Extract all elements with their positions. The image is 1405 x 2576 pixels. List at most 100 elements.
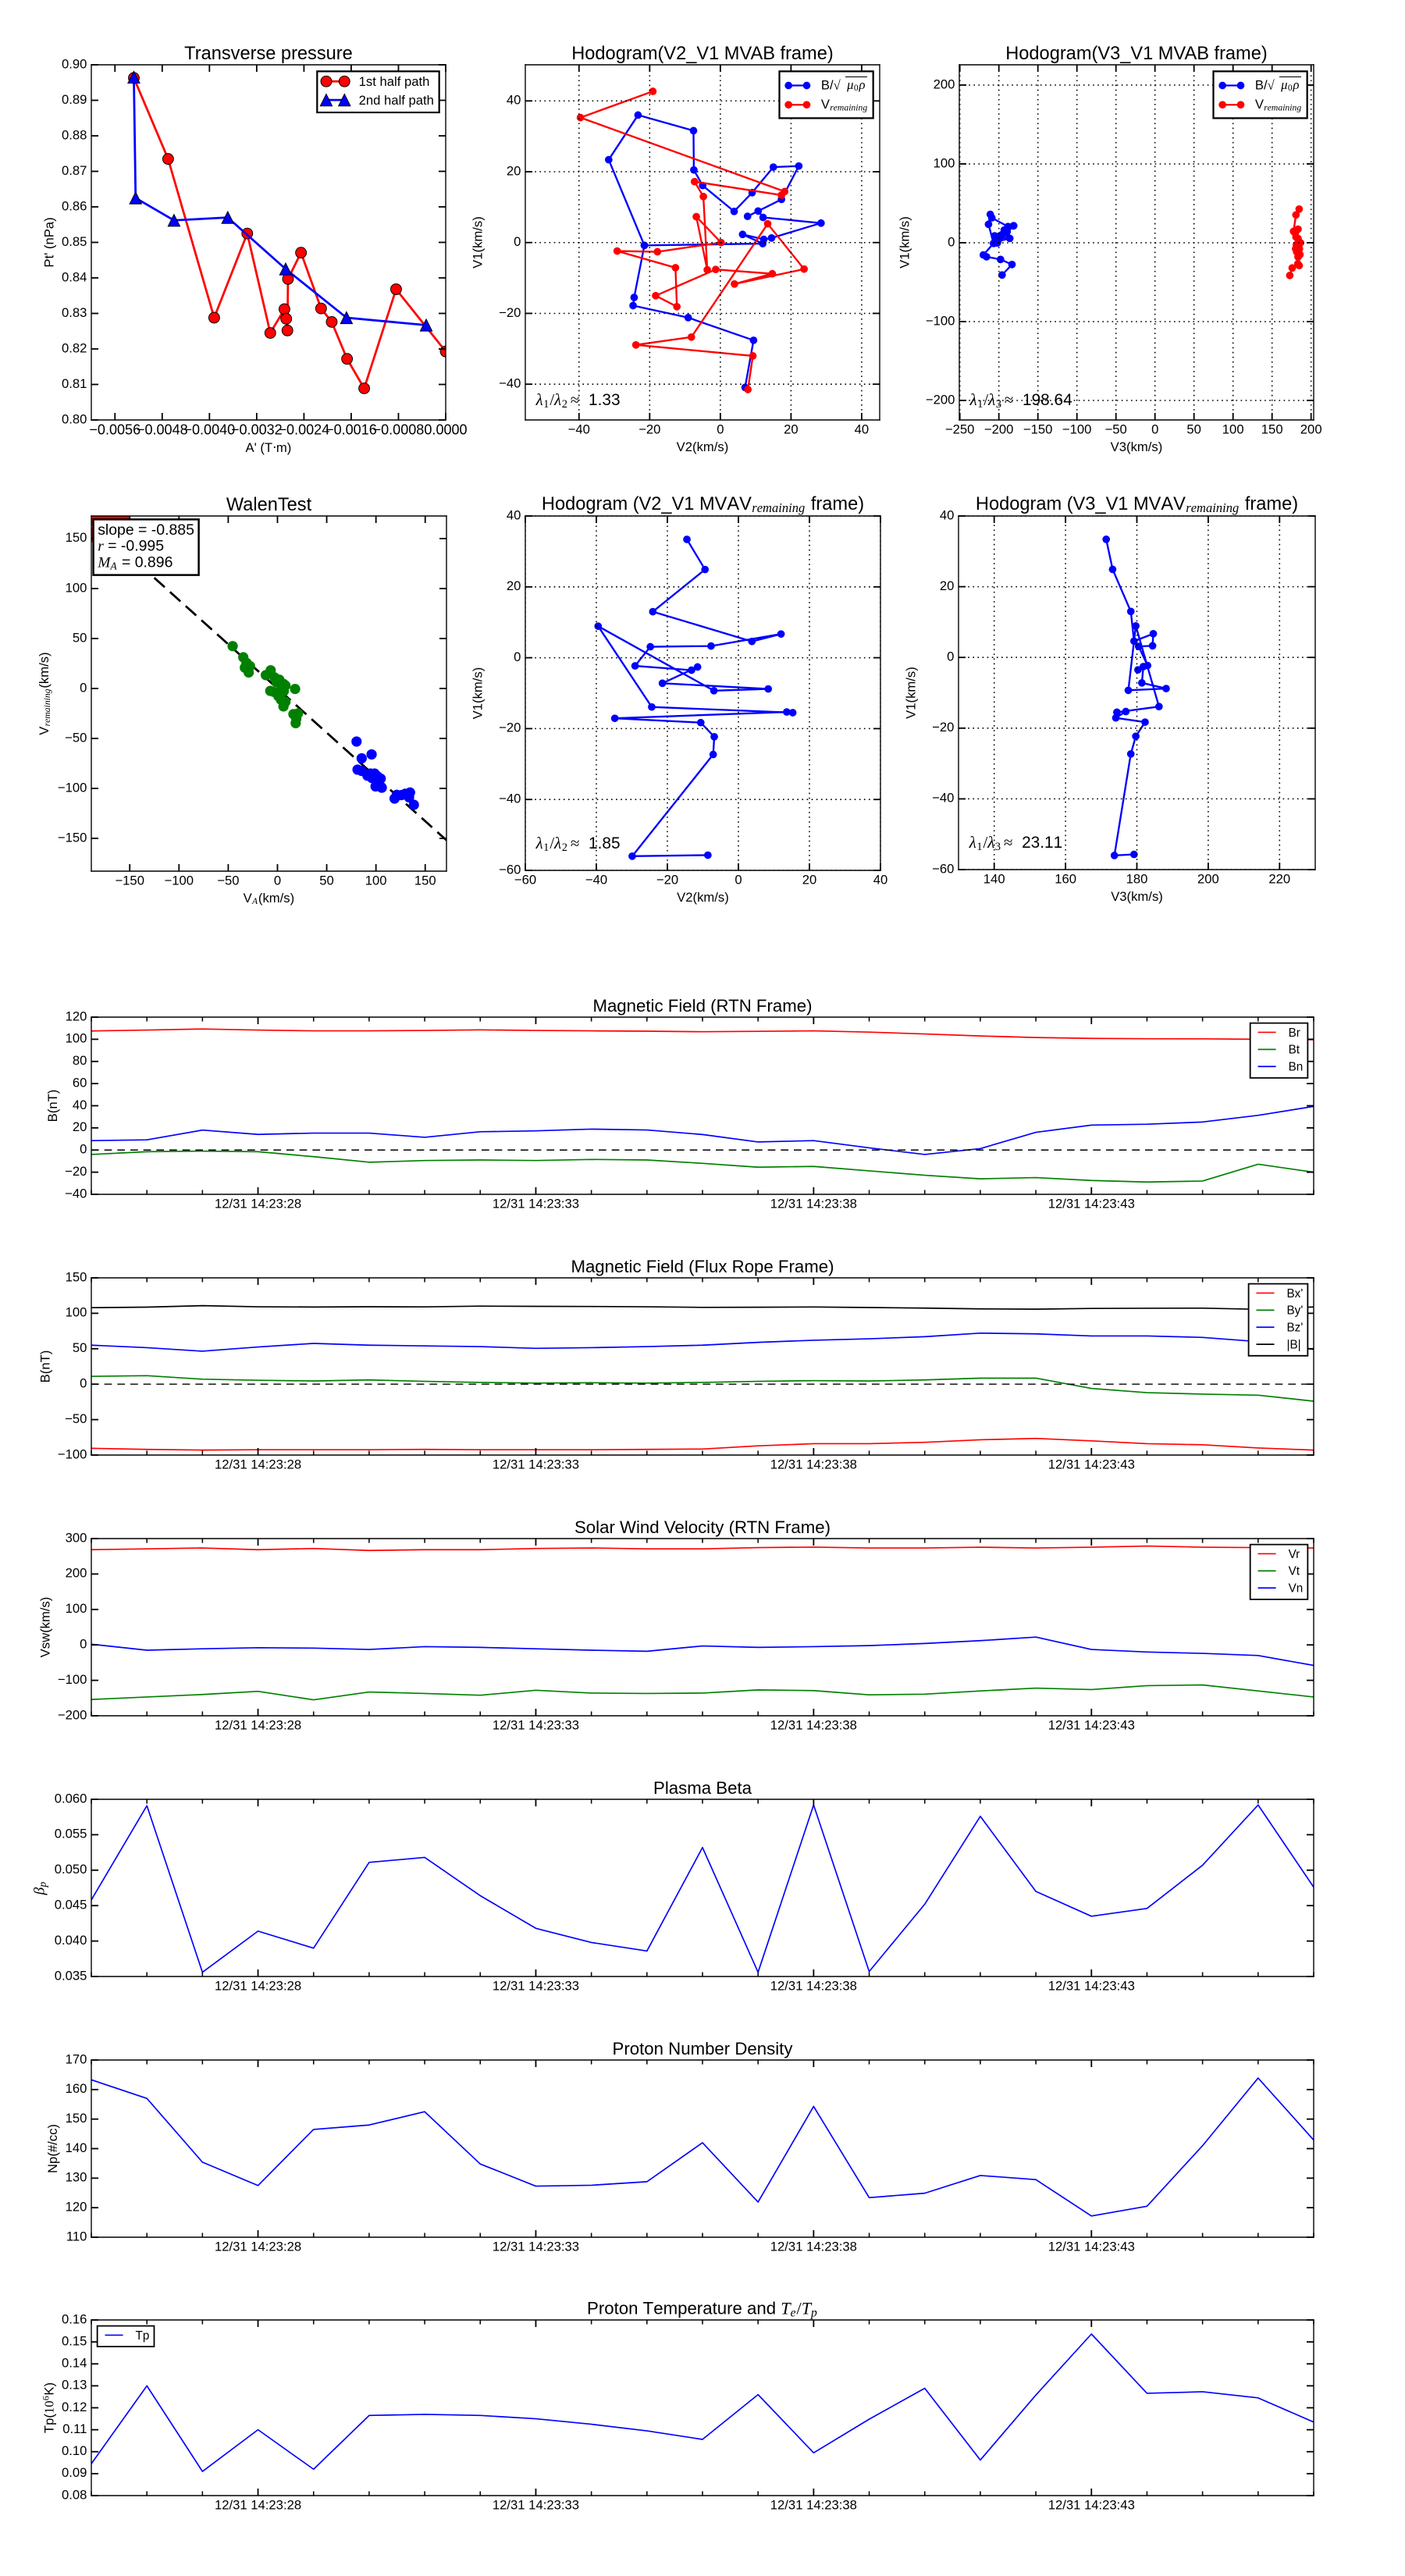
svg-text:12/31 14:23:28: 12/31 14:23:28: [215, 1457, 301, 1472]
svg-text:220: 220: [1268, 872, 1290, 887]
svg-text:Bz': Bz': [1287, 1322, 1304, 1335]
svg-text:0.050: 0.050: [55, 1862, 87, 1877]
svg-text:40: 40: [73, 1098, 87, 1112]
svg-text:Proton Number Density: Proton Number Density: [613, 2039, 794, 2058]
svg-text:12/31 14:23:28: 12/31 14:23:28: [215, 1718, 301, 1733]
svg-text:300: 300: [66, 1530, 87, 1545]
svg-text:M A =: M A = 0 . 8 9 6: [97, 552, 173, 574]
svg-text:0.09: 0.09: [62, 2465, 87, 2480]
svg-text:T p ( K: T p ( K ) 1 0 6: [38, 2378, 58, 2433]
svg-text:−150: −150: [58, 830, 87, 845]
svg-text:−0.0048: −0.0048: [137, 422, 188, 438]
svg-text:0: 0: [80, 1637, 87, 1652]
svg-text:slope = -0.885: slope = -0.885: [98, 521, 194, 539]
svg-text:0.90: 0.90: [62, 56, 87, 71]
svg-text:V ( k m: V ( k m / s ) A: [244, 887, 300, 906]
svg-text:0.83: 0.83: [62, 305, 87, 320]
svg-text:2nd half path: 2nd half path: [359, 93, 434, 108]
svg-text:Solar Wind Velocity (RTN Frame: Solar Wind Velocity (RTN Frame): [574, 1517, 831, 1537]
svg-text:Tp: Tp: [136, 2329, 150, 2343]
svg-text:Vn: Vn: [1289, 1582, 1304, 1596]
svg-text:120: 120: [66, 1009, 87, 1023]
svg-text:200: 200: [66, 1566, 87, 1581]
svg-text:By': By': [1287, 1304, 1304, 1318]
svg-text:−200: −200: [926, 392, 955, 407]
svg-text:0.15: 0.15: [62, 2333, 87, 2348]
svg-text:H o d o: H o d o g r a m ( V 3 _ V 1 M V A V f r …: [976, 494, 1303, 516]
svg-text:0.08: 0.08: [62, 2487, 87, 2502]
svg-text:50: 50: [73, 630, 87, 645]
svg-text:V1(km/s): V1(km/s): [897, 216, 912, 269]
svg-text:−20: −20: [65, 1164, 87, 1179]
svg-text:100: 100: [66, 1601, 87, 1616]
svg-text:0.060: 0.060: [55, 1791, 87, 1806]
svg-text:100: 100: [66, 1031, 87, 1046]
svg-text:V2(km/s): V2(km/s): [677, 439, 729, 454]
svg-text:12/31 14:23:28: 12/31 14:23:28: [215, 1979, 301, 1994]
svg-text:20: 20: [802, 873, 817, 888]
svg-text:−50: −50: [65, 1411, 87, 1426]
svg-text:−0.0024: −0.0024: [279, 422, 330, 438]
svg-text:0.86: 0.86: [62, 198, 87, 213]
svg-text:−100: −100: [165, 873, 194, 888]
svg-text:170: 170: [66, 2051, 87, 2066]
svg-text:150: 150: [66, 2111, 87, 2126]
svg-text:B(nT): B(nT): [38, 1350, 53, 1383]
svg-text:−0.0016: −0.0016: [325, 422, 377, 438]
svg-text:100: 100: [66, 580, 87, 595]
svg-text:−200: −200: [984, 422, 1014, 437]
svg-text:Vt: Vt: [1289, 1565, 1300, 1578]
svg-text:λ λ 1 3: λ λ 1 3 / ≈ 1 9 8 . 6 4: [969, 390, 1072, 411]
svg-text:Vsw(km/s): Vsw(km/s): [38, 1597, 53, 1658]
svg-text:0.045: 0.045: [55, 1898, 87, 1912]
svg-text:H o d o: H o d o g r a m ( V 2 _ V 1 M V A V f r …: [542, 494, 869, 516]
svg-text:Magnetic Field (RTN Frame): Magnetic Field (RTN Frame): [592, 996, 812, 1016]
svg-text:−100: −100: [1062, 422, 1092, 437]
svg-text:−50: −50: [217, 873, 239, 888]
svg-text:40: 40: [873, 873, 888, 888]
svg-text:50: 50: [319, 873, 334, 888]
svg-text:−100: −100: [58, 1446, 87, 1461]
svg-text:0.81: 0.81: [62, 376, 87, 391]
svg-text:20: 20: [784, 422, 799, 437]
svg-text:A ' (: A ' ( T m ) ⋅: [246, 436, 297, 456]
svg-text:|B|: |B|: [1287, 1338, 1301, 1351]
svg-text:0.10: 0.10: [62, 2443, 87, 2458]
svg-text:160: 160: [1055, 872, 1076, 887]
svg-text:50: 50: [73, 1340, 87, 1355]
svg-text:−20: −20: [638, 422, 660, 437]
svg-text:Plasma Beta: Plasma Beta: [653, 1778, 752, 1798]
svg-text:−60: −60: [514, 873, 536, 888]
svg-text:12/31 14:23:43: 12/31 14:23:43: [1048, 1457, 1135, 1472]
svg-text:Br: Br: [1289, 1026, 1300, 1040]
svg-text:Bt: Bt: [1289, 1044, 1300, 1057]
svg-text:1st half path: 1st half path: [359, 74, 430, 89]
svg-text:12/31 14:23:43: 12/31 14:23:43: [1048, 2240, 1135, 2254]
svg-text:0: 0: [735, 873, 742, 888]
svg-text:Bx': Bx': [1287, 1287, 1304, 1300]
svg-text:0.12: 0.12: [62, 2400, 87, 2414]
svg-text:−0.0040: −0.0040: [183, 422, 235, 438]
svg-text:−50: −50: [65, 730, 87, 745]
svg-text:200: 200: [1300, 422, 1322, 437]
svg-text:0.035: 0.035: [55, 1968, 87, 1983]
svg-text:12/31 14:23:43: 12/31 14:23:43: [1048, 1979, 1135, 1994]
svg-text:−0.0032: −0.0032: [231, 422, 283, 438]
svg-text:Bn: Bn: [1289, 1061, 1304, 1074]
svg-text:100: 100: [1222, 422, 1244, 437]
svg-text:Magnetic Field (Flux Rope Fram: Magnetic Field (Flux Rope Frame): [571, 1257, 834, 1276]
svg-text:0: 0: [274, 873, 281, 888]
svg-text:12/31 14:23:38: 12/31 14:23:38: [770, 1197, 857, 1212]
svg-text:−150: −150: [1023, 422, 1053, 437]
svg-text:−40: −40: [65, 1186, 87, 1201]
svg-text:0.88: 0.88: [62, 127, 87, 142]
svg-text:−100: −100: [58, 1672, 87, 1687]
svg-text:0.14: 0.14: [62, 2356, 87, 2371]
svg-text:12/31 14:23:33: 12/31 14:23:33: [493, 1197, 579, 1212]
svg-text:12/31 14:23:43: 12/31 14:23:43: [1048, 1718, 1135, 1733]
svg-text:V2(km/s): V2(km/s): [677, 890, 729, 905]
svg-text:140: 140: [66, 2140, 87, 2155]
svg-text:Transverse pressure: Transverse pressure: [184, 44, 353, 64]
svg-text:100: 100: [365, 873, 387, 888]
svg-text:140: 140: [984, 872, 1005, 887]
